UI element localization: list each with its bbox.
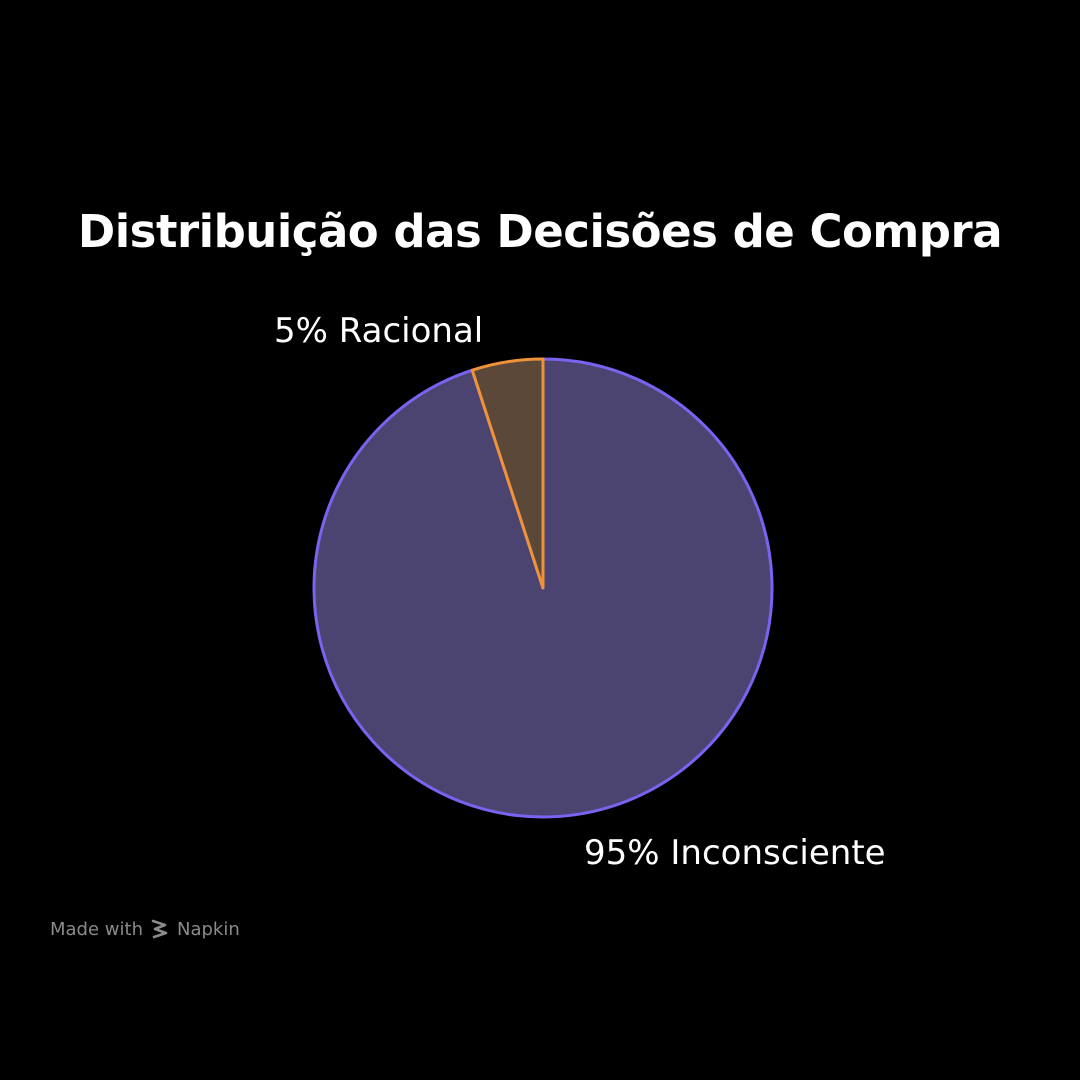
pie-slice-2 bbox=[312, 357, 774, 819]
napkin-watermark: Made with Napkin bbox=[50, 918, 240, 940]
pie-labels: 5% Racional 95% Inconsciente bbox=[274, 311, 886, 873]
pie-slice-1 bbox=[470, 357, 545, 590]
napkin-logo-icon bbox=[151, 919, 168, 939]
chart-title: Distribuição das Decisões de Compra bbox=[77, 205, 1003, 258]
pie-slice-label-2: 95% Inconsciente bbox=[584, 833, 886, 873]
napkin-brand-text: Napkin bbox=[176, 918, 240, 940]
pie-slices bbox=[312, 357, 774, 819]
made-with-text: Made with bbox=[50, 918, 143, 940]
pie-slice-label-1: 5% Racional bbox=[274, 311, 483, 351]
